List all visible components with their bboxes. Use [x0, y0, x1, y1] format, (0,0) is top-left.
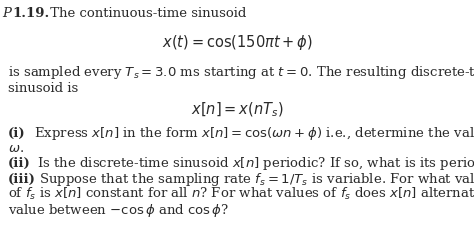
Text: Is the discrete-time sinusoid $x[n]$ periodic? If so, what is its period?: Is the discrete-time sinusoid $x[n]$ per… [33, 154, 474, 172]
Text: (i): (i) [8, 126, 26, 139]
Text: $x[n] = x(nT_s)$: $x[n] = x(nT_s)$ [191, 101, 283, 119]
Text: P: P [2, 6, 11, 19]
Text: sinusoid is: sinusoid is [8, 81, 78, 95]
Text: of $f_s$ is $x[n]$ constant for all $n$? For what values of $f_s$ does $x[n]$ al: of $f_s$ is $x[n]$ constant for all $n$?… [8, 186, 474, 202]
Text: $x(t) = \cos(150\pi t + \phi)$: $x(t) = \cos(150\pi t + \phi)$ [162, 33, 312, 52]
Text: (ii): (ii) [8, 157, 31, 170]
Text: Suppose that the sampling rate $f_s = 1/T_s$ is variable. For what values: Suppose that the sampling rate $f_s = 1/… [35, 171, 474, 187]
Text: value between $-\cos\phi$ and $\cos\phi$?: value between $-\cos\phi$ and $\cos\phi$… [8, 201, 229, 219]
Text: $\omega$.: $\omega$. [8, 141, 24, 154]
Text: (iii): (iii) [8, 173, 36, 186]
Text: 1.19.: 1.19. [12, 6, 49, 19]
Text: is sampled every $T_s = 3.0$ ms starting at $t = 0$. The resulting discrete-time: is sampled every $T_s = 3.0$ ms starting… [8, 63, 474, 80]
Text: The continuous-time sinusoid: The continuous-time sinusoid [46, 6, 246, 19]
Text: Express $x[n]$ in the form $x[n] = \cos(\omega n + \phi)$ i.e., determine the va: Express $x[n]$ in the form $x[n] = \cos(… [30, 124, 474, 141]
